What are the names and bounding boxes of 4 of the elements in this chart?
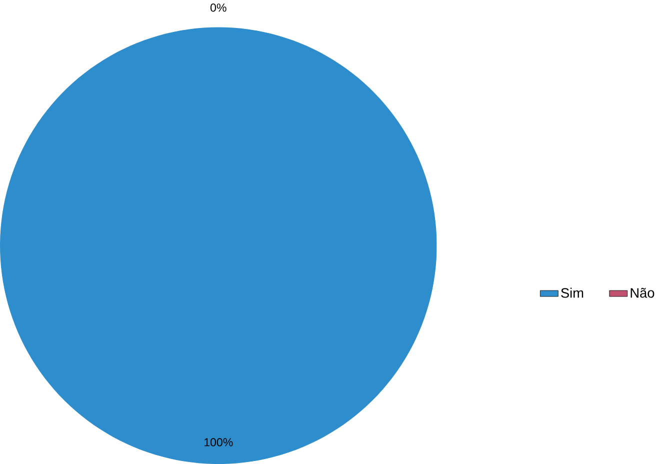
text: 0%: [210, 4, 226, 12]
legend-label: Não: [630, 288, 654, 298]
data-label: 100%: [204, 438, 233, 446]
legend-label: Sim: [561, 288, 584, 298]
